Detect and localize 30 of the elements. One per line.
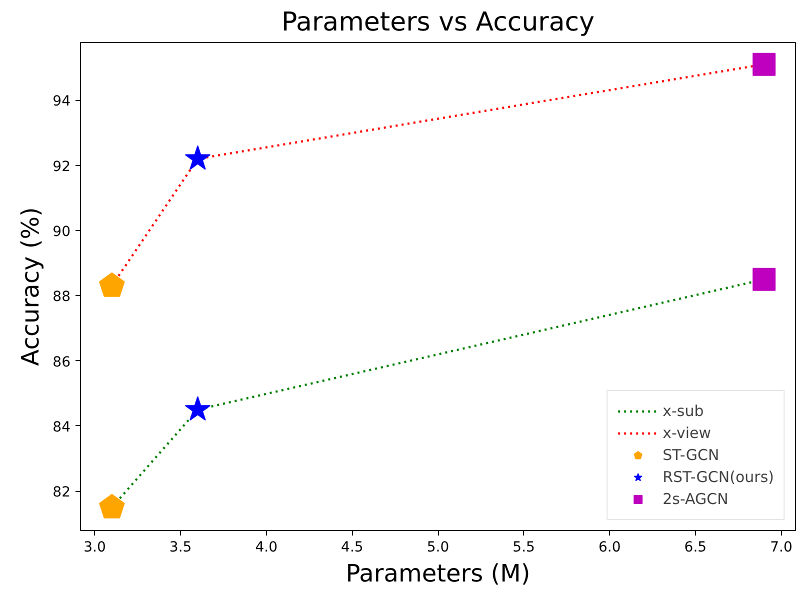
point	[184, 396, 211, 421]
x-tick-label: 5.5	[512, 540, 535, 556]
y-tick-label: 82	[52, 484, 71, 501]
y-tick-label: 94	[52, 94, 71, 110]
x-tick-label: 6.5	[684, 540, 707, 556]
x-tick-label: 4.0	[255, 540, 278, 556]
point	[752, 268, 776, 291]
y-tick-label: 86	[52, 354, 71, 370]
x-tick-label: 7.0	[770, 540, 792, 556]
chart-title: Parameters vs Accuracy	[282, 8, 594, 38]
point	[99, 272, 125, 297]
legend-label: ST-GCN	[662, 446, 720, 464]
legend-label: 2s-AGCN	[662, 490, 728, 508]
y-tick-label: 90	[52, 224, 71, 240]
legend-label: x-sub	[662, 402, 704, 420]
point	[184, 145, 211, 170]
point	[752, 52, 776, 76]
x-tick-label: 4.5	[341, 540, 364, 556]
x-axis-title: Parameters (M)	[346, 560, 530, 588]
legend-label: RST-GCN(ours)	[662, 468, 774, 486]
point	[99, 494, 125, 518]
x-tick-label: 3.0	[84, 540, 106, 556]
y-tick-label: 92	[52, 158, 71, 175]
y-axis-title: Accuracy (%)	[16, 207, 45, 366]
x-tick-label: 6.0	[598, 540, 621, 556]
y-tick-label: 84	[52, 419, 71, 436]
y-tick-label: 88	[52, 289, 71, 306]
legend-label: x-view	[662, 424, 712, 442]
x-tick-label: 5.0	[426, 540, 450, 556]
x-tick-label: 3.5	[169, 540, 192, 556]
